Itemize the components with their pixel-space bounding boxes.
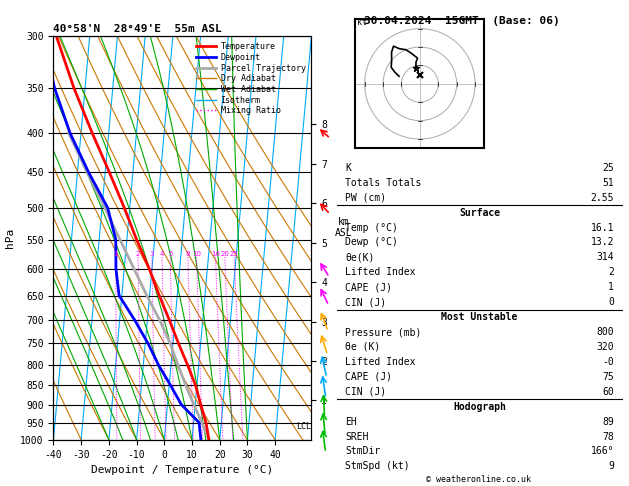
Y-axis label: hPa: hPa: [4, 228, 14, 248]
Text: 51: 51: [603, 178, 614, 188]
Text: 1: 1: [608, 282, 614, 292]
Text: 30.04.2024  15GMT  (Base: 06): 30.04.2024 15GMT (Base: 06): [364, 16, 560, 26]
Text: 4: 4: [160, 251, 164, 257]
Y-axis label: km
ASL: km ASL: [335, 217, 352, 238]
Text: 166°: 166°: [591, 447, 614, 456]
Text: 2.55: 2.55: [591, 192, 614, 203]
Text: Most Unstable: Most Unstable: [442, 312, 518, 322]
Text: SREH: SREH: [345, 432, 369, 442]
Text: θe (K): θe (K): [345, 342, 381, 352]
Text: 16: 16: [211, 251, 220, 257]
Text: 75: 75: [603, 372, 614, 382]
Text: StmSpd (kt): StmSpd (kt): [345, 461, 409, 471]
Text: CIN (J): CIN (J): [345, 297, 386, 307]
Text: CAPE (J): CAPE (J): [345, 372, 392, 382]
Text: 89: 89: [603, 417, 614, 427]
Text: 78: 78: [603, 432, 614, 442]
Text: 2: 2: [608, 267, 614, 278]
Text: Temp (°C): Temp (°C): [345, 223, 398, 233]
Text: K: K: [345, 163, 351, 173]
Text: θe(K): θe(K): [345, 252, 374, 262]
Text: 3: 3: [150, 251, 154, 257]
Text: EH: EH: [345, 417, 357, 427]
Text: 320: 320: [596, 342, 614, 352]
Text: CAPE (J): CAPE (J): [345, 282, 392, 292]
Text: StmDir: StmDir: [345, 447, 381, 456]
Text: 8: 8: [186, 251, 190, 257]
Text: 16.1: 16.1: [591, 223, 614, 233]
Text: Lifted Index: Lifted Index: [345, 357, 416, 367]
Text: 25: 25: [230, 251, 238, 257]
Text: 13.2: 13.2: [591, 238, 614, 247]
Text: 25: 25: [603, 163, 614, 173]
Text: 314: 314: [596, 252, 614, 262]
Text: 9: 9: [608, 461, 614, 471]
Text: 5: 5: [168, 251, 172, 257]
Text: kt: kt: [357, 18, 367, 27]
Text: Lifted Index: Lifted Index: [345, 267, 416, 278]
Text: PW (cm): PW (cm): [345, 192, 386, 203]
Text: 0: 0: [608, 297, 614, 307]
Text: Pressure (mb): Pressure (mb): [345, 327, 421, 337]
Text: Surface: Surface: [459, 208, 500, 218]
Text: Hodograph: Hodograph: [453, 401, 506, 412]
Text: 1: 1: [113, 251, 118, 257]
Text: -0: -0: [603, 357, 614, 367]
Text: 2: 2: [136, 251, 140, 257]
Text: Totals Totals: Totals Totals: [345, 178, 421, 188]
Text: LCL: LCL: [296, 422, 311, 431]
Text: 40°58'N  28°49'E  55m ASL: 40°58'N 28°49'E 55m ASL: [53, 24, 222, 35]
Text: CIN (J): CIN (J): [345, 387, 386, 397]
Legend: Temperature, Dewpoint, Parcel Trajectory, Dry Adiabat, Wet Adiabat, Isotherm, Mi: Temperature, Dewpoint, Parcel Trajectory…: [194, 41, 307, 117]
Text: 10: 10: [192, 251, 201, 257]
Text: 60: 60: [603, 387, 614, 397]
Text: © weatheronline.co.uk: © weatheronline.co.uk: [426, 474, 530, 484]
Text: Dewp (°C): Dewp (°C): [345, 238, 398, 247]
X-axis label: Dewpoint / Temperature (°C): Dewpoint / Temperature (°C): [91, 465, 274, 475]
Text: 800: 800: [596, 327, 614, 337]
Text: 20: 20: [220, 251, 229, 257]
